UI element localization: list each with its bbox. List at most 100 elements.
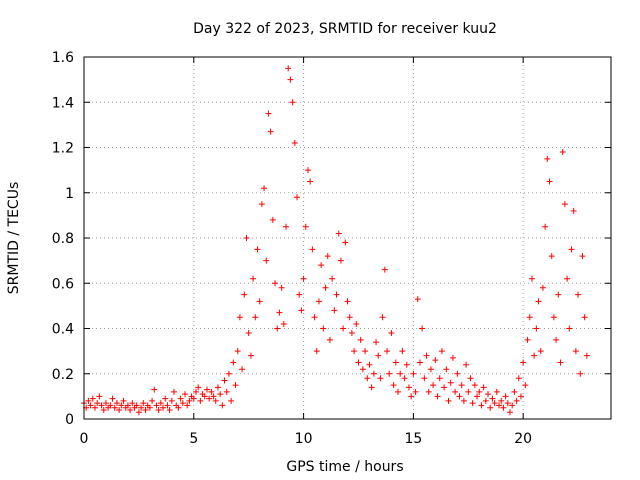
data-point	[498, 397, 505, 404]
data-point	[447, 379, 454, 386]
data-point	[291, 139, 298, 146]
data-point	[138, 404, 145, 411]
data-point	[309, 246, 316, 253]
data-point	[370, 370, 377, 377]
data-point	[542, 223, 549, 230]
data-point	[166, 406, 173, 413]
data-point	[570, 207, 577, 214]
data-point	[324, 253, 331, 260]
data-point	[302, 223, 309, 230]
data-point	[94, 400, 101, 407]
y-tick-label: 0	[65, 412, 74, 428]
data-point	[87, 402, 94, 409]
data-point	[401, 375, 408, 382]
data-point	[460, 397, 467, 404]
data-point	[129, 400, 136, 407]
data-point	[171, 388, 178, 395]
data-point	[526, 314, 533, 321]
data-point	[467, 375, 474, 382]
data-point	[425, 388, 432, 395]
data-point	[364, 375, 371, 382]
data-point	[280, 320, 287, 327]
data-point	[403, 361, 410, 368]
data-point	[293, 194, 300, 201]
x-tick-label: 20	[514, 431, 532, 447]
data-point	[427, 366, 434, 373]
data-point	[491, 400, 498, 407]
data-point	[548, 253, 555, 260]
data-point	[384, 348, 391, 355]
data-point	[267, 128, 274, 135]
data-point	[368, 384, 375, 391]
data-point	[504, 400, 511, 407]
data-point	[546, 178, 553, 185]
data-point	[531, 352, 538, 359]
data-point	[254, 246, 261, 253]
data-point	[276, 309, 283, 316]
data-point	[524, 336, 531, 343]
data-point	[395, 388, 402, 395]
y-axis-label: SRMTID / TECUs	[6, 182, 22, 295]
data-point	[340, 325, 347, 332]
data-point	[239, 366, 246, 373]
data-point	[355, 359, 362, 366]
data-point	[102, 400, 109, 407]
data-point	[375, 352, 382, 359]
data-point	[533, 325, 540, 332]
data-point	[283, 223, 290, 230]
data-point	[197, 397, 204, 404]
y-tick-label: 1.4	[52, 95, 74, 111]
data-point	[333, 291, 340, 298]
data-point	[489, 395, 496, 402]
data-point	[379, 314, 386, 321]
data-point	[579, 253, 586, 260]
data-point	[362, 348, 369, 355]
data-point	[164, 402, 171, 409]
data-point	[118, 402, 125, 409]
data-point	[140, 400, 147, 407]
data-point	[416, 359, 423, 366]
data-point	[441, 384, 448, 391]
data-point	[423, 352, 430, 359]
data-point	[399, 348, 406, 355]
y-tick-label: 1	[65, 186, 74, 202]
data-point	[390, 382, 397, 389]
data-point	[124, 402, 131, 409]
data-point	[85, 397, 92, 404]
data-point	[414, 296, 421, 303]
data-point	[373, 339, 380, 346]
data-point	[564, 275, 571, 282]
data-point	[575, 291, 582, 298]
data-point	[232, 382, 239, 389]
data-point	[146, 404, 153, 411]
data-point	[572, 348, 579, 355]
data-point	[517, 393, 524, 400]
data-point	[568, 246, 575, 253]
data-point	[550, 314, 557, 321]
data-point	[502, 393, 509, 400]
data-point	[515, 375, 522, 382]
data-point	[539, 284, 546, 291]
data-point	[348, 330, 355, 337]
data-point	[452, 388, 459, 395]
data-point	[98, 402, 105, 409]
data-point	[168, 397, 175, 404]
data-point	[480, 384, 487, 391]
data-point	[377, 375, 384, 382]
data-point	[252, 314, 259, 321]
data-point	[410, 370, 417, 377]
data-point	[214, 384, 221, 391]
data-point	[386, 370, 393, 377]
data-point	[157, 400, 164, 407]
y-tick-label: 0.4	[52, 322, 74, 338]
data-point	[135, 409, 142, 416]
x-tick-label: 10	[295, 431, 313, 447]
data-point	[445, 397, 452, 404]
data-point	[287, 76, 294, 83]
data-point	[555, 291, 562, 298]
data-point	[388, 330, 395, 337]
data-point	[307, 178, 314, 185]
grid-lines	[83, 56, 611, 420]
data-point	[230, 359, 237, 366]
data-point	[443, 366, 450, 373]
